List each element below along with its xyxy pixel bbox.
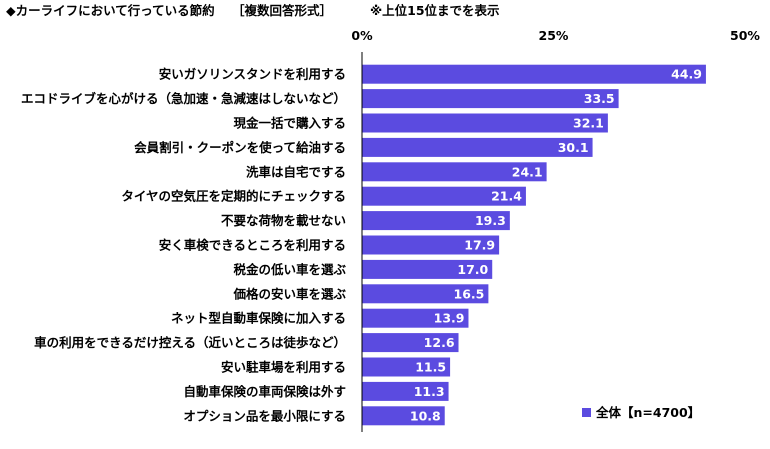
x-axis-ticks: 0% 25% 50% [351, 28, 760, 43]
value-label: 13.9 [434, 311, 465, 326]
bars [361, 52, 706, 432]
bar [362, 211, 510, 231]
value-label: 24.1 [512, 164, 543, 179]
value-label: 44.9 [671, 67, 702, 82]
value-label: 11.3 [414, 384, 445, 399]
x-tick-label: 0% [351, 28, 373, 43]
category-label: 自動車保険の車両保険は外す [183, 384, 346, 399]
category-labels: 安いガソリンスタンドを利用するエコドライブを心がける（急加速・急減速はしないなど… [21, 67, 347, 424]
value-label: 19.3 [475, 213, 506, 228]
bar [362, 357, 451, 377]
category-label: ネット型自動車保険に加入する [171, 311, 346, 326]
bar [362, 381, 449, 401]
category-label: 現金一括で購入する [233, 116, 346, 131]
answer-format-note: ［複数回答形式］ [232, 3, 332, 18]
value-label: 30.1 [558, 140, 589, 155]
value-label: 11.5 [415, 360, 446, 375]
bar [362, 284, 489, 304]
x-tick-label: 50% [730, 28, 760, 43]
value-label: 17.0 [457, 262, 488, 277]
bar [362, 137, 593, 157]
category-label: エコドライブを心がける（急加速・急減速はしないなど） [21, 91, 346, 106]
bar [362, 406, 445, 426]
value-label: 10.8 [410, 408, 441, 423]
value-label: 17.9 [464, 238, 495, 253]
bar [362, 162, 547, 182]
value-label: 12.6 [424, 335, 455, 350]
category-label: 安い駐車場を利用する [221, 360, 346, 375]
bar [362, 186, 526, 206]
bar [362, 235, 500, 255]
category-label: 安く車検できるところを利用する [159, 238, 346, 253]
category-label: 安いガソリンスタンドを利用する [159, 67, 346, 82]
category-label: 価格の安い車を選ぶ [232, 286, 346, 301]
category-label: タイヤの空気圧を定期的にチェックする [121, 189, 346, 204]
bar [362, 333, 459, 353]
bar [362, 64, 706, 84]
category-label: オプション品を最小限にする [183, 408, 346, 423]
category-label: 税金の低い車を選ぶ [233, 262, 346, 277]
value-labels: 44.9 33.5 32.1 30.1 24.1 21.4 19.3 17.9 17.0 16.5… [410, 67, 702, 424]
bar [362, 113, 608, 133]
value-label: 16.5 [454, 286, 485, 301]
bar [362, 259, 493, 279]
value-label: 32.1 [573, 116, 604, 131]
category-label: 車の利用をできるだけ控える（近いところは徒歩など） [34, 335, 346, 350]
bar [362, 89, 619, 109]
category-label: 会員割引・クーポンを使って給油する [134, 140, 346, 155]
category-label: 不要な荷物を載せない [221, 213, 346, 228]
chart-title: ◆カーライフにおいて行っている節約 [6, 3, 215, 18]
top15-note: ※上位15位までを表示 [370, 3, 500, 18]
value-label: 33.5 [584, 91, 615, 106]
category-label: 洗車は自宅でする [246, 164, 346, 179]
legend-swatch [582, 408, 591, 417]
bar [362, 308, 469, 328]
legend: 全体【n=4700】 [582, 405, 700, 420]
value-label: 21.4 [491, 189, 522, 204]
x-tick-label: 25% [539, 28, 569, 43]
legend-label: 全体【n=4700】 [595, 405, 700, 420]
